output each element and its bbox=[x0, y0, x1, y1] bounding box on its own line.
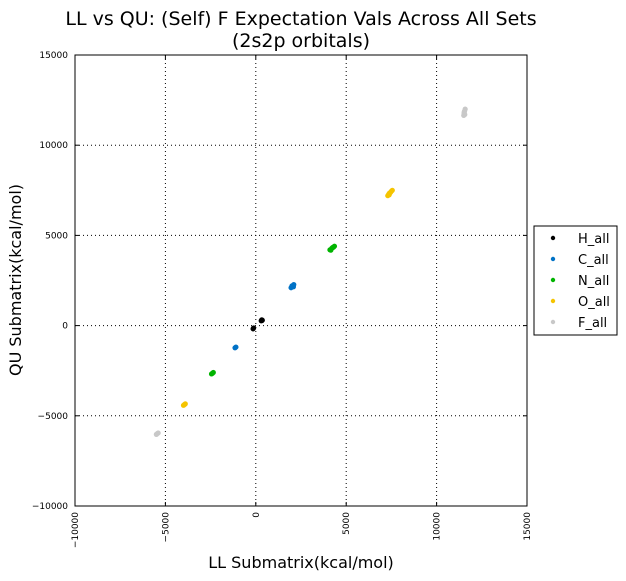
y-tick-label: 15000 bbox=[39, 51, 68, 61]
legend: H_all C_all N_all O_all F_all bbox=[533, 225, 618, 336]
series-F_all bbox=[153, 106, 468, 437]
legend-label: F_all bbox=[578, 316, 607, 331]
legend-label: N_all bbox=[578, 274, 609, 289]
x-tick-label: 10000 bbox=[433, 512, 443, 541]
data-point bbox=[462, 111, 468, 118]
legend-marker bbox=[550, 298, 556, 304]
y-tick-label: 0 bbox=[62, 322, 68, 332]
data-point bbox=[290, 284, 297, 290]
chart-title: LL vs QU: (Self) F Expectation Vals Acro… bbox=[65, 8, 536, 30]
x-axis-label: LL Submatrix(kcal/mol) bbox=[208, 553, 394, 572]
data-points bbox=[153, 106, 468, 437]
series-H_all bbox=[250, 317, 265, 332]
grid-lines bbox=[75, 55, 527, 506]
tick-labels: −10000 −5000 0 5000 10000 15000 −10000 −5000 0 50… bbox=[32, 51, 533, 548]
data-point bbox=[330, 244, 336, 251]
legend-entries: H_all C_all N_all O_all F_all bbox=[550, 232, 610, 331]
series-O_all bbox=[180, 187, 395, 408]
chart-subtitle: (2s2p orbitals) bbox=[232, 30, 370, 52]
data-point bbox=[259, 317, 265, 324]
legend-label: H_all bbox=[578, 232, 609, 247]
legend-label: C_all bbox=[578, 253, 609, 268]
x-tick-label: 0 bbox=[252, 512, 262, 518]
legend-marker bbox=[550, 256, 556, 262]
legend-label: O_all bbox=[578, 295, 610, 310]
x-tick-label: −10000 bbox=[71, 512, 81, 548]
data-point bbox=[155, 430, 161, 436]
x-tick-label: 5000 bbox=[342, 512, 352, 535]
y-tick-label: −5000 bbox=[38, 412, 69, 422]
legend-marker bbox=[550, 277, 556, 283]
axis-ticks bbox=[74, 54, 528, 507]
legend-marker bbox=[550, 235, 556, 241]
y-tick-label: 10000 bbox=[39, 141, 68, 151]
data-point bbox=[210, 369, 216, 376]
x-tick-label: 15000 bbox=[523, 512, 533, 541]
legend-marker bbox=[550, 319, 556, 325]
y-tick-label: −10000 bbox=[32, 502, 68, 512]
y-tick-label: 5000 bbox=[45, 231, 68, 241]
x-tick-label: −5000 bbox=[161, 512, 171, 543]
plot-area bbox=[74, 54, 528, 507]
series-C_all bbox=[232, 282, 297, 351]
data-point bbox=[233, 344, 239, 350]
y-axis-label: QU Submatrix(kcal/mol) bbox=[6, 184, 25, 376]
data-point bbox=[251, 325, 257, 331]
data-point bbox=[182, 401, 188, 407]
legend-box bbox=[533, 225, 618, 336]
series-N_all bbox=[208, 243, 338, 377]
data-point bbox=[386, 192, 392, 198]
